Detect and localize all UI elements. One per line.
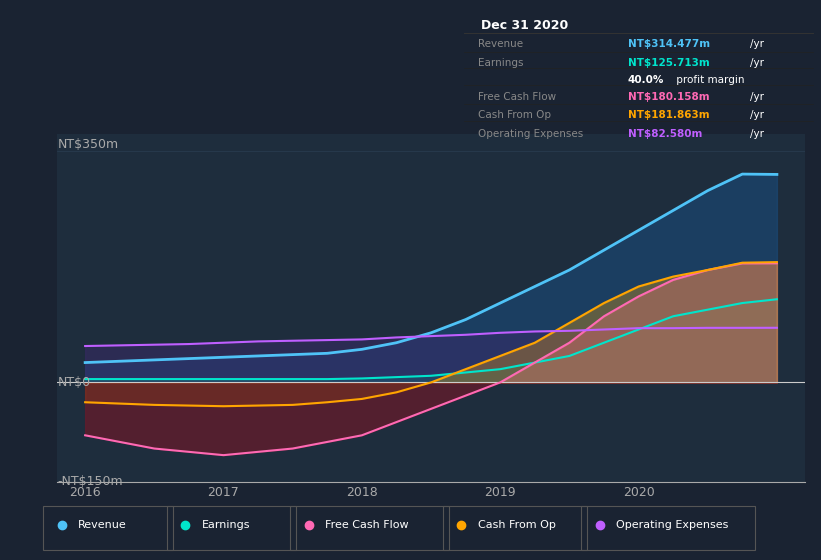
Text: /yr: /yr xyxy=(750,110,764,120)
Text: Cash From Op: Cash From Op xyxy=(478,520,556,530)
Text: Revenue: Revenue xyxy=(78,520,126,530)
Text: NT$0: NT$0 xyxy=(57,376,90,389)
Text: NT$181.863m: NT$181.863m xyxy=(628,110,709,120)
Text: /yr: /yr xyxy=(750,39,764,49)
Text: Earnings: Earnings xyxy=(201,520,250,530)
Text: NT$350m: NT$350m xyxy=(57,138,118,151)
Text: profit margin: profit margin xyxy=(673,74,745,85)
Text: Cash From Op: Cash From Op xyxy=(478,110,551,120)
Text: NT$125.713m: NT$125.713m xyxy=(628,58,709,68)
Text: Operating Expenses: Operating Expenses xyxy=(616,520,728,530)
Text: -NT$150m: -NT$150m xyxy=(57,475,123,488)
Text: NT$314.477m: NT$314.477m xyxy=(628,39,710,49)
Text: Free Cash Flow: Free Cash Flow xyxy=(325,520,408,530)
Text: NT$180.158m: NT$180.158m xyxy=(628,91,709,101)
Text: Free Cash Flow: Free Cash Flow xyxy=(478,91,556,101)
Text: Dec 31 2020: Dec 31 2020 xyxy=(481,19,569,32)
Text: 40.0%: 40.0% xyxy=(628,74,664,85)
Text: Revenue: Revenue xyxy=(478,39,523,49)
Text: Operating Expenses: Operating Expenses xyxy=(478,129,583,138)
Text: NT$82.580m: NT$82.580m xyxy=(628,129,702,138)
Text: /yr: /yr xyxy=(750,58,764,68)
Text: /yr: /yr xyxy=(750,129,764,138)
Text: Earnings: Earnings xyxy=(478,58,523,68)
Text: /yr: /yr xyxy=(750,91,764,101)
